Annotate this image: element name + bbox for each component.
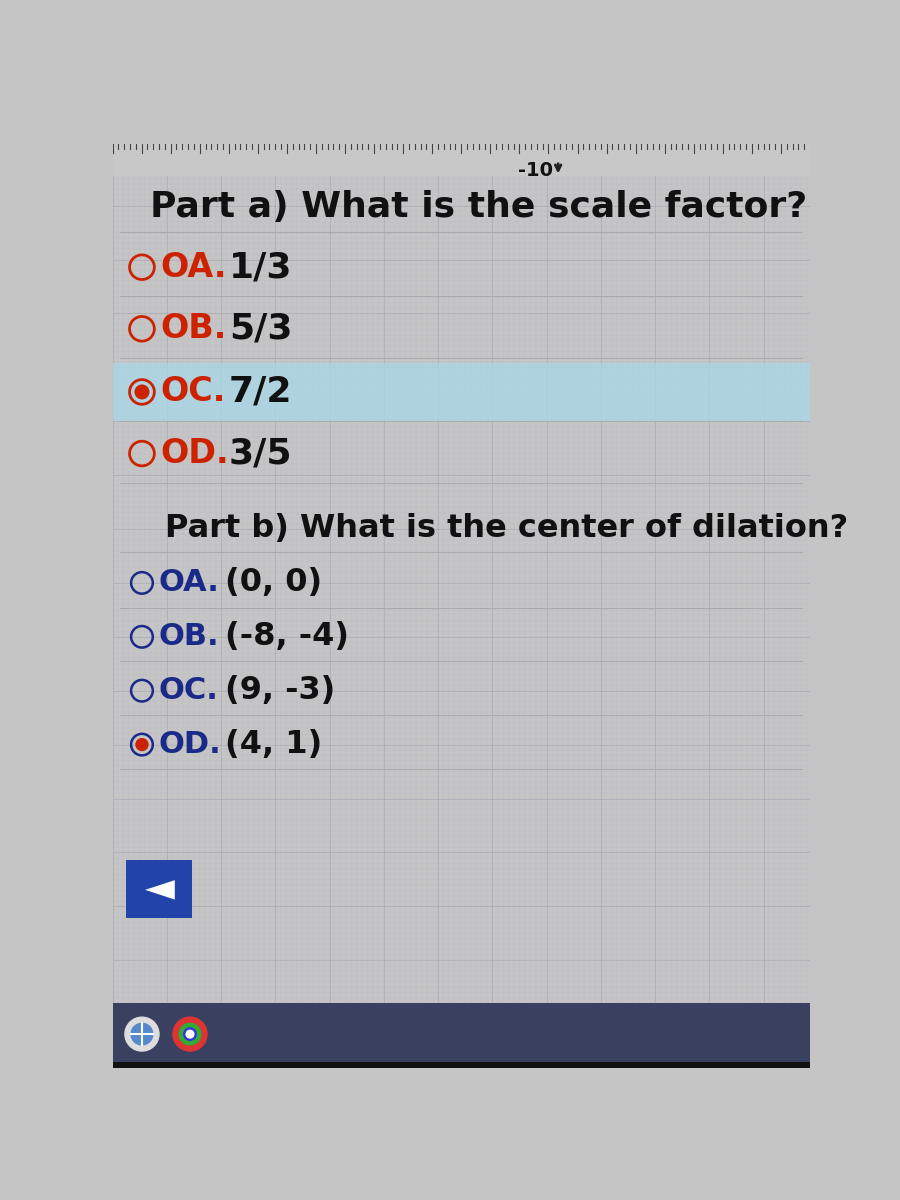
Text: OD.: OD.	[160, 437, 230, 470]
Circle shape	[179, 1024, 201, 1045]
Circle shape	[135, 385, 148, 398]
Bar	[112, 1062, 810, 1068]
Text: 3/5: 3/5	[229, 437, 292, 470]
Text: OA.: OA.	[159, 569, 220, 598]
Circle shape	[136, 739, 148, 750]
Circle shape	[125, 1018, 159, 1051]
Text: OA.: OA.	[160, 251, 227, 283]
Text: (0, 0): (0, 0)	[225, 568, 322, 599]
Text: OB.: OB.	[159, 623, 220, 652]
Text: OB.: OB.	[160, 312, 227, 346]
Bar	[112, 144, 810, 176]
Text: Part a) What is the scale factor?: Part a) What is the scale factor?	[149, 190, 807, 224]
Circle shape	[173, 1018, 207, 1051]
Bar	[112, 362, 810, 421]
Circle shape	[131, 1024, 153, 1045]
Text: 1/3: 1/3	[229, 250, 292, 284]
Text: OD.: OD.	[159, 730, 221, 760]
Text: OC.: OC.	[160, 376, 226, 408]
Text: 5/3: 5/3	[229, 312, 292, 346]
Text: ◄: ◄	[144, 870, 175, 908]
Circle shape	[186, 1031, 194, 1038]
Bar	[126, 860, 193, 918]
Text: (4, 1): (4, 1)	[225, 730, 322, 760]
Bar	[112, 1002, 810, 1068]
Text: -10: -10	[518, 161, 553, 180]
Text: 7/2: 7/2	[229, 374, 292, 409]
Text: OC.: OC.	[159, 677, 219, 706]
Circle shape	[184, 1028, 196, 1040]
Text: (9, -3): (9, -3)	[225, 676, 335, 706]
Text: Part b) What is the center of dilation?: Part b) What is the center of dilation?	[166, 514, 849, 545]
Text: (-8, -4): (-8, -4)	[225, 622, 349, 653]
